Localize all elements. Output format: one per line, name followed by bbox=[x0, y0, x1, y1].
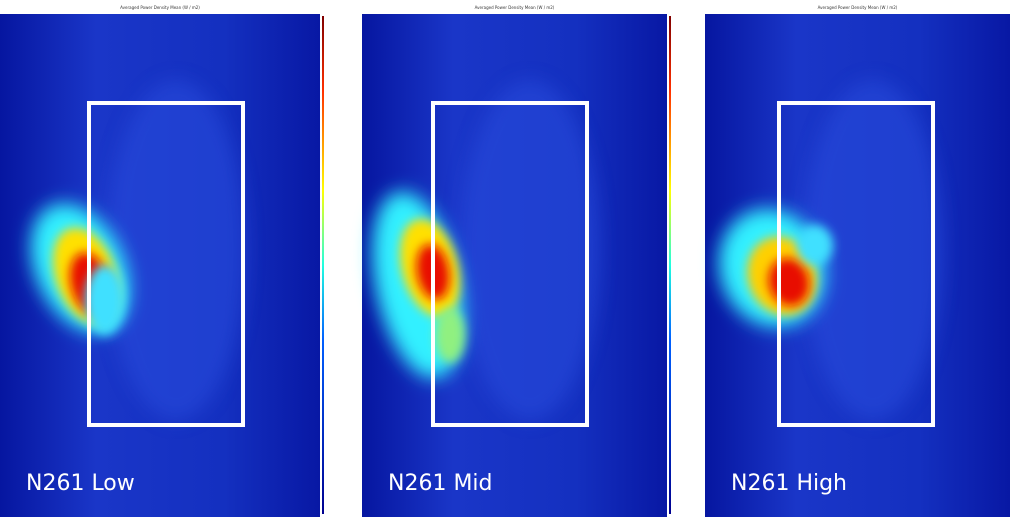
region-box bbox=[87, 101, 245, 427]
region-box bbox=[431, 101, 589, 427]
hotspot-layer bbox=[435, 307, 465, 363]
hotspot-layer bbox=[85, 265, 125, 335]
panel-label: N261 Mid bbox=[388, 471, 493, 496]
region-box bbox=[777, 101, 935, 427]
colorbar bbox=[322, 16, 324, 514]
colorbar bbox=[669, 16, 671, 514]
faint-glow bbox=[802, 80, 943, 420]
hotspot bbox=[30, 203, 130, 335]
heatmap-panel: Averaged Power Density Mean (W / m2) N261… bbox=[705, 5, 1010, 517]
heatmap-panel: Averaged Power Density Mean (W / m2) N261… bbox=[0, 5, 324, 517]
faint-glow bbox=[459, 80, 600, 420]
panel-label: N261 Low bbox=[26, 471, 135, 496]
hotspot-layer bbox=[797, 225, 833, 265]
heatmap-panel: Averaged Power Density Mean (W / m2) N261… bbox=[362, 5, 671, 517]
panel-title: Averaged Power Density Mean (W / m2) bbox=[818, 5, 898, 10]
panel-title: Averaged Power Density Mean (W / m2) bbox=[120, 5, 200, 10]
panel-title: Averaged Power Density Mean (W / m2) bbox=[475, 5, 555, 10]
panel-label: N261 High bbox=[731, 471, 847, 496]
faint-glow bbox=[106, 80, 246, 420]
